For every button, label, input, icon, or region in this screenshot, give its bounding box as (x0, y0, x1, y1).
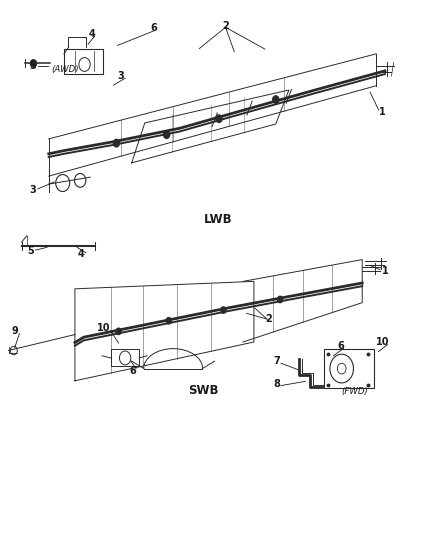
Text: 8: 8 (273, 379, 280, 389)
Circle shape (30, 60, 36, 67)
Text: LWB: LWB (204, 213, 232, 227)
Circle shape (273, 96, 279, 103)
Text: 6: 6 (129, 366, 136, 376)
Text: 5: 5 (29, 61, 36, 70)
Text: 1: 1 (381, 266, 389, 276)
Text: 4: 4 (89, 29, 96, 39)
Text: (AWD): (AWD) (51, 66, 78, 75)
Text: 3: 3 (117, 71, 124, 81)
Text: 10: 10 (376, 337, 389, 347)
Circle shape (166, 318, 171, 324)
Circle shape (216, 115, 222, 123)
Circle shape (163, 131, 170, 139)
Circle shape (113, 140, 120, 147)
Text: SWB: SWB (188, 384, 219, 397)
Bar (111, 350, 139, 367)
Bar (324, 350, 374, 387)
Circle shape (278, 296, 283, 303)
Text: (FWD): (FWD) (341, 386, 368, 395)
Text: 2: 2 (222, 21, 229, 31)
Text: 2: 2 (265, 314, 272, 324)
Text: 1: 1 (379, 107, 386, 117)
Text: 6: 6 (150, 23, 157, 34)
Text: 3: 3 (29, 185, 36, 196)
Circle shape (221, 307, 226, 313)
Text: 9: 9 (12, 326, 18, 336)
Text: 6: 6 (337, 341, 344, 351)
Bar (64, 49, 103, 74)
Text: 5: 5 (27, 246, 34, 256)
Text: 7: 7 (273, 356, 280, 366)
Text: 10: 10 (96, 323, 110, 333)
Circle shape (116, 328, 121, 335)
Text: 4: 4 (77, 249, 84, 259)
